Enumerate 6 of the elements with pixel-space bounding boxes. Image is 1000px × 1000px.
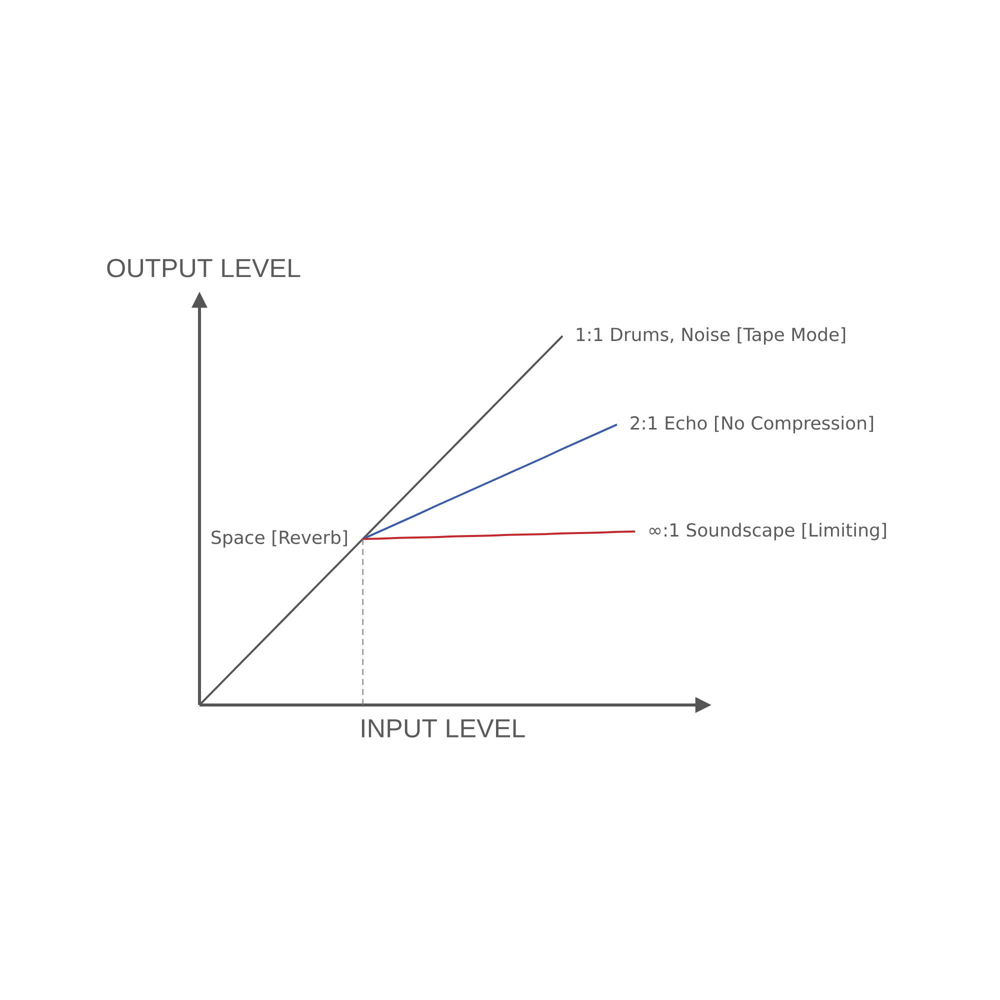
x-axis-title: INPUT LEVEL xyxy=(362,719,525,738)
series-label: 1:1 Drums, Noise [Tape Mode] xyxy=(576,327,846,345)
series-label: 2:1 Echo [No Compression] xyxy=(630,416,873,434)
annotation: Space [Reverb] xyxy=(212,530,347,548)
y-axis-title: OUTPUT LEVEL xyxy=(107,258,300,278)
series-label: ∞:1 Soundscape [Limiting] xyxy=(649,522,886,540)
